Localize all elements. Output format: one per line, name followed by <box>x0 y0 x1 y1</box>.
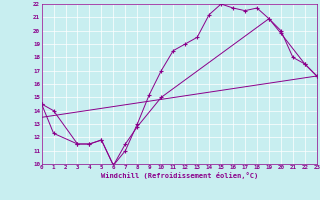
X-axis label: Windchill (Refroidissement éolien,°C): Windchill (Refroidissement éolien,°C) <box>100 172 258 179</box>
